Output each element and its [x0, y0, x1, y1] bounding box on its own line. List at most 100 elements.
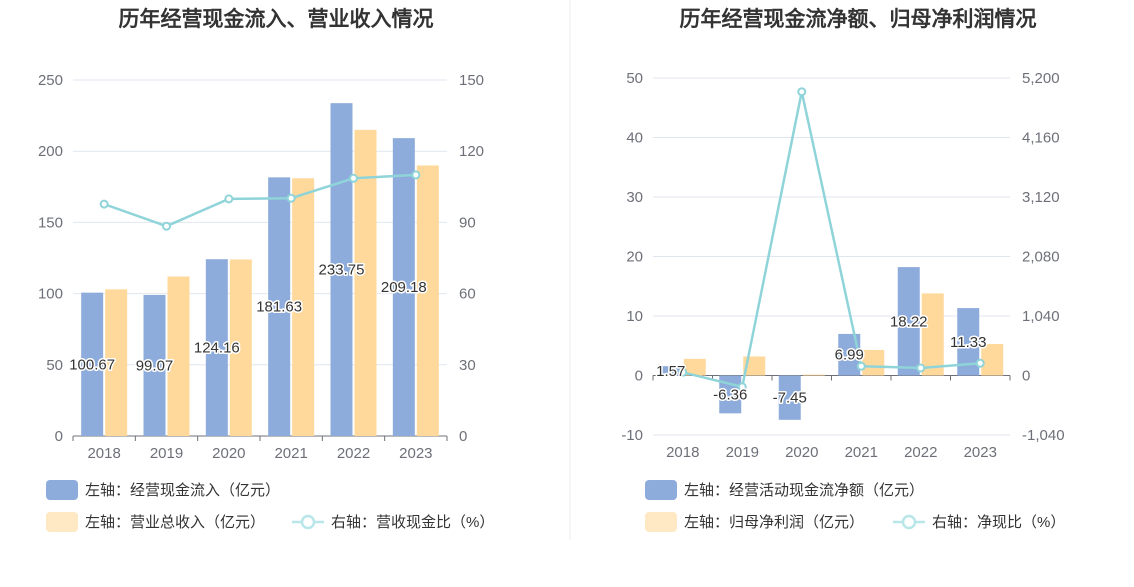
bar-secondary-2023: [981, 343, 1004, 376]
left-axis-tick-label: -10: [621, 427, 643, 444]
left-axis-tick-label: 250: [38, 72, 63, 89]
left-axis-tick-label: 10: [626, 308, 643, 325]
bar-secondary-2020: [229, 259, 252, 436]
legend-label: 右轴：净现比（%）: [932, 514, 1065, 531]
left-axis-tick-label: 0: [635, 368, 643, 385]
right-axis-tick-label: 120: [459, 143, 484, 160]
line-point-2019: [162, 221, 171, 231]
x-axis-tick-label: 2022: [337, 445, 370, 462]
line-point-2022: [916, 363, 926, 373]
left-axis-tick-label: 100: [38, 286, 63, 303]
bar-secondary-2019: [743, 356, 766, 376]
left-axis-tick-label: 50: [46, 357, 63, 374]
right-axis-tick-label: 4,160: [1022, 130, 1060, 147]
legend-label: 左轴：经营现金流入（亿元）: [85, 482, 280, 499]
x-axis-tick-label: 2022: [904, 444, 937, 461]
bar-data-label: 181.63: [256, 299, 302, 316]
bar-data-label: 124.16: [194, 340, 240, 357]
line-point-2022: [349, 173, 358, 183]
left-axis-tick-label: 150: [38, 214, 63, 231]
line-point-2020: [797, 87, 807, 97]
bar-data-label: 11.33: [950, 334, 986, 351]
chart-netcash-profit: 历年经营现金流净额、归母净利润情况 -1001020304050-1,04001…: [621, 7, 1065, 532]
right-axis-tick-label: 150: [459, 72, 484, 89]
x-axis-tick-label: 2021: [274, 445, 307, 462]
bar-data-label: 209.18: [381, 279, 427, 296]
chart-title: 历年经营现金流净额、归母净利润情况: [680, 7, 1037, 31]
right-axis-tick-label: -1,040: [1022, 427, 1065, 444]
legend: 左轴：经营活动现金流净额（亿元） 左轴：归母净利润（亿元） 右轴：净现比（%）: [645, 480, 1065, 532]
x-axis-tick-label: 2019: [150, 445, 183, 462]
chart-cashflow-revenue: 历年经营现金流入、营业收入情况 0 50 100 150 200 250 0 30 60 90 12…: [38, 7, 494, 532]
legend-label: 左轴：营业总收入（亿元）: [85, 514, 265, 531]
bar-secondary-2021: [862, 349, 885, 376]
line-point-2018: [678, 367, 688, 377]
right-axis-tick-label: 90: [459, 214, 476, 231]
line-point-2021: [286, 193, 296, 203]
line-point-2018: [99, 199, 109, 209]
legend-label: 左轴：经营活动现金流净额（亿元）: [684, 482, 924, 499]
legend-swatch: [46, 480, 78, 500]
left-axis-tick-label: 30: [626, 189, 643, 206]
line-point-2019: [737, 382, 747, 392]
x-axis-tick-label: 2020: [785, 444, 818, 461]
line-point-2020: [224, 194, 234, 204]
right-axis-tick-label: 60: [459, 286, 476, 303]
chart-title: 历年经营现金流入、营业收入情况: [119, 7, 434, 31]
right-axis-tick-label: 5,200: [1022, 70, 1060, 87]
line-point-2021: [856, 361, 866, 371]
bar-primary-2023: [957, 308, 980, 376]
bar-secondary-2018: [105, 289, 128, 436]
legend-swatch: [46, 512, 78, 532]
bar-data-label: 99.07: [136, 357, 174, 374]
x-axis-tick-label: 2018: [87, 445, 120, 462]
legend-swatch: [645, 512, 677, 532]
legend: 左轴：经营现金流入（亿元） 左轴：营业总收入（亿元） 右轴：营收现金比（%）: [46, 480, 494, 532]
series-line: [682, 90, 981, 389]
x-axis-tick-label: 2018: [666, 444, 699, 461]
bar-data-label: 18.22: [890, 313, 928, 330]
right-axis-tick-label: 30: [459, 357, 476, 374]
bar-secondary-2021: [292, 178, 315, 437]
bar-data-label: 100.67: [69, 356, 115, 373]
bar-data-label: 6.99: [835, 347, 864, 364]
bar-data-label: -7.45: [773, 390, 807, 407]
bar-primary-2018: [659, 366, 682, 376]
bar-data-label: 233.75: [319, 262, 365, 279]
bar-secondary-2023: [416, 165, 439, 436]
right-axis-tick-label: 0: [459, 428, 467, 445]
bar-data-label: 1.57: [656, 363, 685, 380]
right-axis-tick-label: 2,080: [1022, 249, 1060, 266]
legend-line-marker: [300, 514, 316, 530]
left-axis-tick-label: 40: [626, 130, 643, 147]
bar-primary-2019: [143, 294, 166, 436]
x-axis-tick-label: 2023: [399, 445, 432, 462]
legend-swatch: [645, 480, 677, 500]
right-axis-tick-label: 3,120: [1022, 189, 1060, 206]
line-point-2023: [411, 170, 421, 180]
bar-primary-2021: [268, 177, 291, 436]
right-axis-tick-label: 0: [1022, 368, 1030, 385]
line-point-2023: [975, 358, 985, 368]
bar-primary-2022: [897, 267, 920, 376]
legend-label: 右轴：营收现金比（%）: [331, 514, 494, 531]
series-line: [103, 173, 416, 228]
bar-primary-2020: [205, 259, 228, 436]
bar-secondary-2022: [354, 129, 377, 436]
left-axis-tick-label: 20: [626, 249, 643, 266]
bar-secondary-2019: [167, 276, 190, 436]
left-axis-tick-label: 0: [55, 428, 63, 445]
left-axis-tick-label: 50: [626, 70, 643, 87]
x-axis-tick-label: 2021: [845, 444, 878, 461]
bar-secondary-2018: [683, 358, 706, 376]
x-axis-tick-label: 2019: [726, 444, 759, 461]
legend-label: 左轴：归母净利润（亿元）: [684, 514, 864, 531]
left-axis-tick-label: 200: [38, 143, 63, 160]
bar-primary-2018: [81, 292, 104, 436]
bar-primary-2023: [392, 138, 415, 436]
x-axis-tick-label: 2023: [964, 444, 997, 461]
bar-primary-2020: [778, 375, 801, 420]
bar-data-label: -6.36: [713, 386, 747, 403]
